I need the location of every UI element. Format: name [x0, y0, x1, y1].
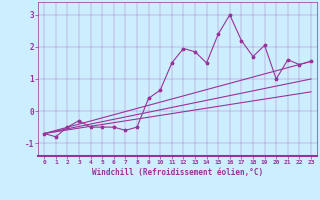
X-axis label: Windchill (Refroidissement éolien,°C): Windchill (Refroidissement éolien,°C)	[92, 168, 263, 177]
